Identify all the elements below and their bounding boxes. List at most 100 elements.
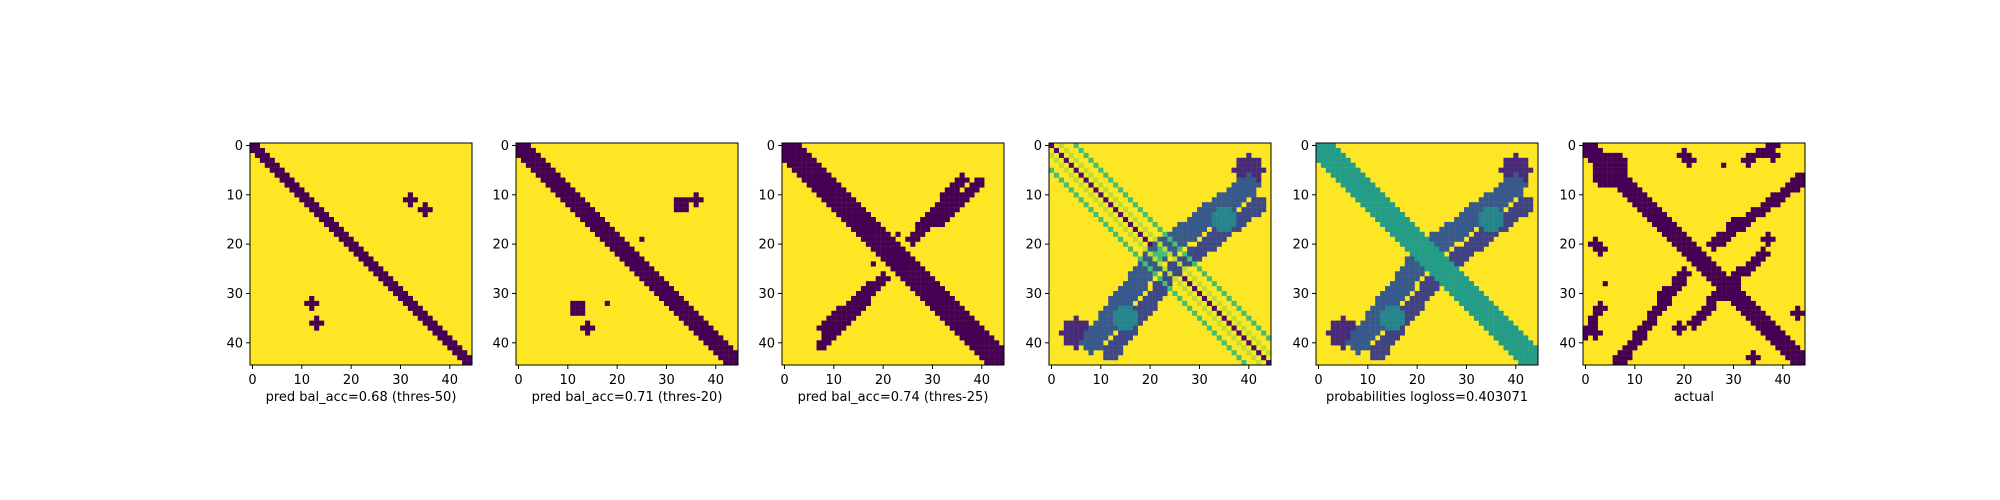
heatmap-cell: [1681, 241, 1687, 247]
heatmap-cell: [856, 202, 862, 208]
heatmap-cell: [1246, 187, 1252, 193]
heatmap-cell: [860, 212, 867, 218]
heatmap-cell: [915, 226, 921, 232]
heatmap-cell: [1632, 197, 1638, 203]
heatmap-cell: [664, 295, 670, 302]
heatmap-cell: [1459, 281, 1465, 287]
heatmap-cell: [821, 172, 827, 178]
heatmap-cell: [811, 187, 817, 193]
heatmap-cell: [870, 281, 876, 287]
heatmap-cell: [930, 217, 936, 223]
heatmap-cell: [1098, 315, 1104, 321]
heatmap-cell: [1583, 330, 1589, 336]
heatmap-cell: [1330, 152, 1336, 158]
y-tick-label: 10: [758, 188, 775, 203]
heatmap-cell: [407, 202, 413, 208]
heatmap-cell: [994, 350, 1000, 356]
heatmap-cell: [1419, 300, 1425, 306]
heatmap-cell: [1419, 281, 1425, 287]
heatmap-cell: [1201, 221, 1208, 228]
heatmap-cell: [816, 340, 822, 346]
heatmap-cell: [1216, 197, 1222, 203]
heatmap-cell: [979, 345, 985, 351]
heatmap-cell: [1098, 325, 1104, 331]
heatmap-cell: [1226, 192, 1232, 198]
heatmap-cell: [698, 315, 704, 321]
heatmap-cell: [1246, 152, 1252, 158]
heatmap-cell: [1488, 320, 1494, 326]
x-axis-label: probabilities logloss=0.403071: [1326, 390, 1528, 405]
heatmap-cell: [259, 157, 265, 163]
heatmap-cell: [1113, 300, 1119, 306]
heatmap-cell: [1444, 276, 1450, 282]
heatmap-cell: [1780, 192, 1786, 198]
heatmap-cell: [1365, 197, 1371, 203]
heatmap-cell: [1390, 231, 1396, 237]
heatmap-cell: [1755, 310, 1761, 316]
heatmap-cell: [1424, 261, 1430, 267]
heatmap-cell: [1345, 182, 1351, 188]
heatmap-cell: [1740, 266, 1746, 272]
heatmap-cell: [1503, 315, 1509, 321]
heatmap-cell: [1098, 192, 1104, 198]
heatmap-cell: [1444, 266, 1450, 272]
heatmap-cell: [1246, 172, 1252, 178]
heatmap-cell: [594, 226, 601, 232]
heatmap-cell: [1152, 256, 1158, 262]
heatmap-cell: [1365, 315, 1371, 321]
heatmap-cell: [944, 202, 950, 208]
heatmap-cell: [294, 192, 300, 198]
heatmap-cell: [1375, 187, 1381, 193]
heatmap-cell: [1256, 340, 1262, 346]
heatmap-cell: [860, 286, 867, 292]
heatmap-cell: [841, 187, 847, 193]
heatmap-cell: [910, 276, 916, 282]
heatmap-cell: [1691, 157, 1697, 163]
heatmap-cell: [875, 241, 881, 247]
heatmap-cell: [1078, 325, 1084, 331]
heatmap-cell: [545, 182, 551, 188]
heatmap-cell: [1098, 330, 1104, 336]
heatmap-cell: [821, 320, 827, 326]
heatmap-cell: [1523, 360, 1529, 366]
heatmap-cell: [944, 310, 950, 316]
heatmap-cell: [1409, 271, 1415, 277]
heatmap-cell: [1231, 226, 1237, 232]
heatmap-cell: [1770, 152, 1776, 158]
heatmap-cell: [1098, 310, 1104, 316]
heatmap-cell: [713, 335, 719, 341]
heatmap-cell: [1394, 221, 1401, 228]
heatmap-cell: [1394, 295, 1401, 302]
heatmap-cell: [930, 276, 936, 282]
heatmap-cell: [1370, 310, 1376, 316]
x-axis: 0 10 20 30 40: [780, 365, 990, 388]
heatmap-cell: [1360, 192, 1366, 198]
heatmap-cell: [1726, 286, 1732, 292]
heatmap-cell: [1473, 300, 1479, 306]
heatmap-cell: [1098, 167, 1104, 173]
heatmap-cell: [693, 330, 699, 336]
heatmap-cell: [1206, 246, 1212, 252]
heatmap-cell: [1241, 187, 1247, 193]
heatmap-cell: [1800, 360, 1806, 366]
heatmap-cell: [885, 251, 891, 257]
heatmap-cell: [1735, 217, 1742, 223]
heatmap-cell: [1083, 325, 1089, 331]
heatmap-cell: [555, 172, 561, 178]
heatmap-cell: [890, 261, 896, 267]
heatmap-cell: [875, 236, 881, 242]
heatmap-cell: [865, 217, 871, 223]
heatmap-cell: [1498, 320, 1504, 326]
heatmap-cell: [1622, 157, 1628, 163]
heatmap-cell: [1721, 162, 1727, 168]
heatmap-cell: [1206, 276, 1212, 282]
heatmap-cell: [1177, 226, 1183, 232]
heatmap-cell: [1390, 300, 1396, 306]
heatmap-cell: [1172, 226, 1178, 232]
heatmap-cell: [1103, 325, 1109, 331]
heatmap-cell: [1350, 345, 1356, 351]
heatmap-cell: [1340, 345, 1346, 351]
heatmap-cell: [1409, 251, 1415, 257]
heatmap-cell: [1113, 305, 1119, 311]
heatmap-cell: [786, 162, 793, 168]
